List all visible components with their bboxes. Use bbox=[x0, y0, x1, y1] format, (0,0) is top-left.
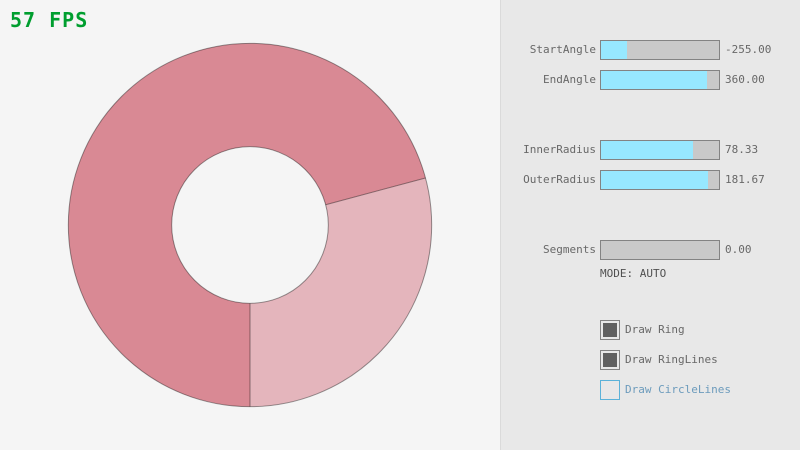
draw-ringlines-checkmark bbox=[603, 353, 617, 367]
start-angle-slider[interactable] bbox=[600, 40, 720, 60]
draw-ring-checkbox[interactable] bbox=[600, 320, 620, 340]
fps-counter: 57 FPS bbox=[10, 8, 89, 32]
start-angle-slider-fill bbox=[601, 41, 627, 59]
outer-radius-value: 181.67 bbox=[725, 173, 765, 186]
outer-radius-slider-fill bbox=[601, 171, 709, 189]
segments-slider[interactable] bbox=[600, 240, 720, 260]
end-angle-value: 360.00 bbox=[725, 73, 765, 86]
segments-mode-text: MODE: AUTO bbox=[600, 267, 667, 280]
start-angle-value: -255.00 bbox=[725, 43, 772, 56]
segments-value: 0.00 bbox=[725, 243, 752, 256]
end-angle-slider-fill bbox=[601, 71, 708, 89]
inner-radius-value: 78.33 bbox=[725, 143, 759, 156]
draw-circlelines-checkbox-label: Draw CircleLines bbox=[625, 383, 731, 396]
outer-radius-slider[interactable] bbox=[600, 170, 720, 190]
draw-ringlines-checkbox-label: Draw RingLines bbox=[625, 353, 718, 366]
draw-ringlines-checkbox[interactable] bbox=[600, 350, 620, 370]
ring-canvas bbox=[67, 42, 433, 408]
draw-ring-checkmark bbox=[603, 323, 617, 337]
inner-radius-slider[interactable] bbox=[600, 140, 720, 160]
inner-radius-slider-fill bbox=[601, 141, 694, 159]
draw-circlelines-checkbox[interactable] bbox=[600, 380, 620, 400]
draw-ring-checkbox-label: Draw Ring bbox=[625, 323, 685, 336]
end-angle-slider[interactable] bbox=[600, 70, 720, 90]
